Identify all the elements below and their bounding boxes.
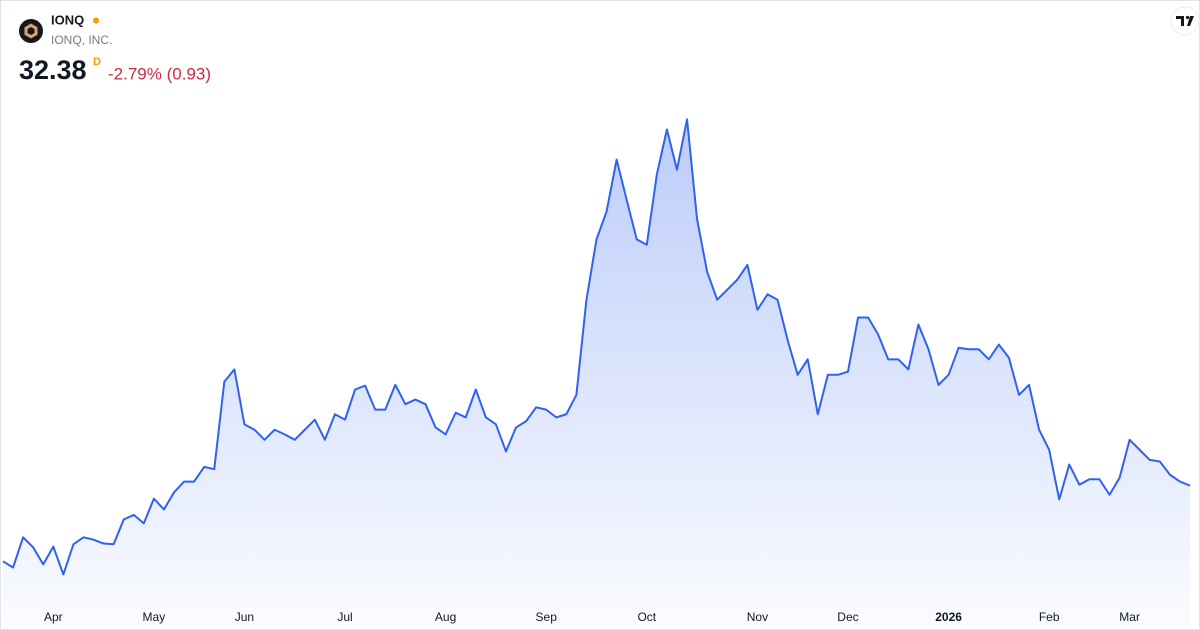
plot-area: Apr May Jun Jul Aug Sep Oct Nov Dec 2026 Feb Mar xyxy=(2,118,1191,629)
x-tick-label: Mar xyxy=(1119,610,1140,624)
price: 32.38 xyxy=(19,55,87,85)
x-tick-label: Nov xyxy=(747,610,768,624)
x-tick-label: 2026 xyxy=(935,610,962,624)
symbol: IONQ xyxy=(51,12,84,27)
company-name: IONQ, INC. xyxy=(51,33,112,47)
x-tick-label: Dec xyxy=(837,610,858,624)
tradingview-logo[interactable] xyxy=(1170,6,1200,36)
logo xyxy=(19,19,43,43)
x-tick-label: Feb xyxy=(1039,610,1060,624)
x-tick-label: Jun xyxy=(235,610,254,624)
x-tick-label: Apr xyxy=(44,610,63,624)
x-tick-label: Aug xyxy=(435,610,456,624)
price-badge: D xyxy=(93,56,101,68)
x-tick-label: May xyxy=(143,610,166,624)
x-tick-label: Sep xyxy=(536,610,558,624)
price-line xyxy=(2,118,1191,576)
status-dot xyxy=(93,17,99,24)
price-change: -2.79% (0.93) xyxy=(108,64,211,83)
x-tick-label: Jul xyxy=(337,610,352,624)
x-tick-label: Oct xyxy=(637,610,656,624)
area-fill xyxy=(3,119,1190,629)
